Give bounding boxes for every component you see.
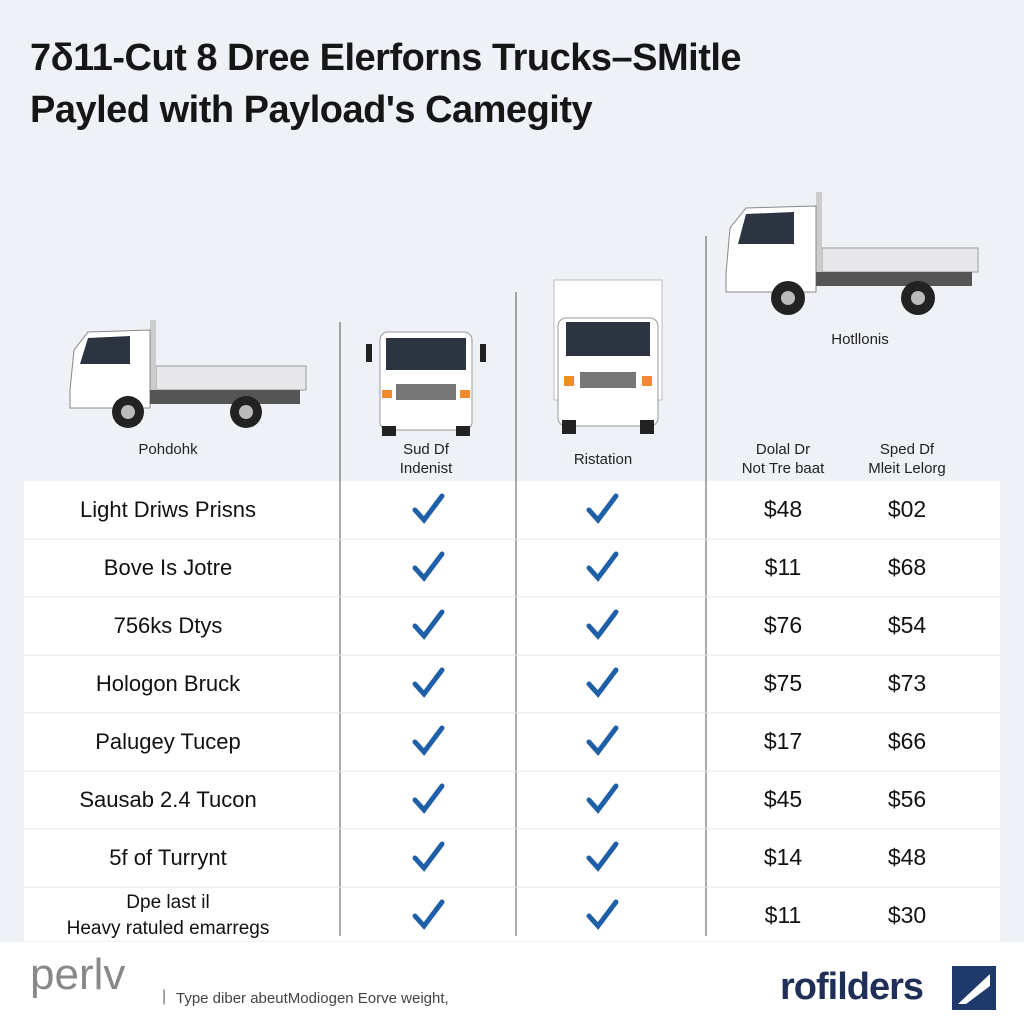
- row-name: Palugey Tucep: [95, 729, 241, 754]
- check: [586, 899, 619, 930]
- price: $30: [887, 902, 927, 928]
- truck-label: Sud Df: [403, 441, 449, 458]
- row-name: Sausab 2.4 Tucon: [79, 787, 257, 812]
- truck-box: [553, 279, 663, 434]
- price: $14: [763, 844, 803, 870]
- truck-front: [366, 331, 486, 436]
- price: $54: [887, 612, 927, 638]
- row-name: 5f of Turrynt: [109, 845, 227, 870]
- row-name: Dpe last il: [126, 892, 210, 913]
- price: $45: [763, 786, 803, 812]
- brand-left: perlv: [30, 950, 126, 999]
- truck-label: Pohdohk: [138, 441, 198, 458]
- check: [586, 609, 619, 640]
- price: $48: [763, 496, 803, 522]
- title: 7δ11-Cut 8 Dree Elerforns Trucks–SMitle …: [30, 32, 742, 136]
- caption: Type diber abeutModiogen Eorve weight,: [176, 990, 449, 1007]
- price: $11: [764, 554, 802, 580]
- logo: [952, 966, 996, 1010]
- row-name: Heavy ratuled emarregs: [66, 918, 270, 939]
- check: [412, 493, 445, 524]
- price: $73: [887, 670, 927, 696]
- check: [586, 725, 619, 756]
- price: $02: [887, 496, 927, 522]
- check: [586, 493, 619, 524]
- truck-flatbed-large: [725, 192, 979, 315]
- price: $11: [764, 902, 802, 928]
- table-bg: [24, 481, 1000, 941]
- separator: |: [162, 988, 167, 1005]
- check: [586, 783, 619, 814]
- check: [586, 667, 619, 698]
- price-header: Sped Df: [879, 441, 935, 458]
- check: [412, 667, 445, 698]
- check: [412, 609, 445, 640]
- check: [412, 841, 445, 872]
- price: $17: [763, 728, 803, 754]
- check: [586, 841, 619, 872]
- price: $75: [763, 670, 803, 696]
- row-name: Light Driws Prisns: [79, 497, 257, 522]
- truck-label: Hotllonis: [831, 331, 889, 348]
- price-header: Not Tre baat: [741, 460, 825, 477]
- check: [412, 725, 445, 756]
- title-line: Payled with Payload's Camegity: [30, 89, 593, 131]
- check: [412, 783, 445, 814]
- truck-flatbed: [69, 320, 307, 428]
- price-header: Mleit Lelorg: [868, 460, 946, 477]
- price: $68: [887, 554, 927, 580]
- price: $48: [887, 844, 927, 870]
- check: [412, 551, 445, 582]
- row-name: Hologon Bruck: [95, 671, 241, 696]
- row-name: 756ks Dtys: [113, 613, 223, 638]
- check: [412, 899, 445, 930]
- price: $56: [887, 786, 927, 812]
- truck-label: Indenist: [399, 460, 453, 477]
- title-line: 7δ11-Cut 8 Dree Elerforns Trucks–SMitle: [30, 37, 742, 79]
- footer: perlv | Type diber abeutModiogen Eorve w…: [0, 942, 1024, 1024]
- price: $76: [763, 612, 803, 638]
- price: $66: [887, 728, 927, 754]
- check: [586, 551, 619, 582]
- brand-right: rofilders: [780, 966, 924, 1008]
- row-name: Bove Is Jotre: [103, 555, 233, 580]
- price-header: Dolal Dr: [755, 441, 811, 458]
- truck-label: Ristation: [573, 451, 633, 468]
